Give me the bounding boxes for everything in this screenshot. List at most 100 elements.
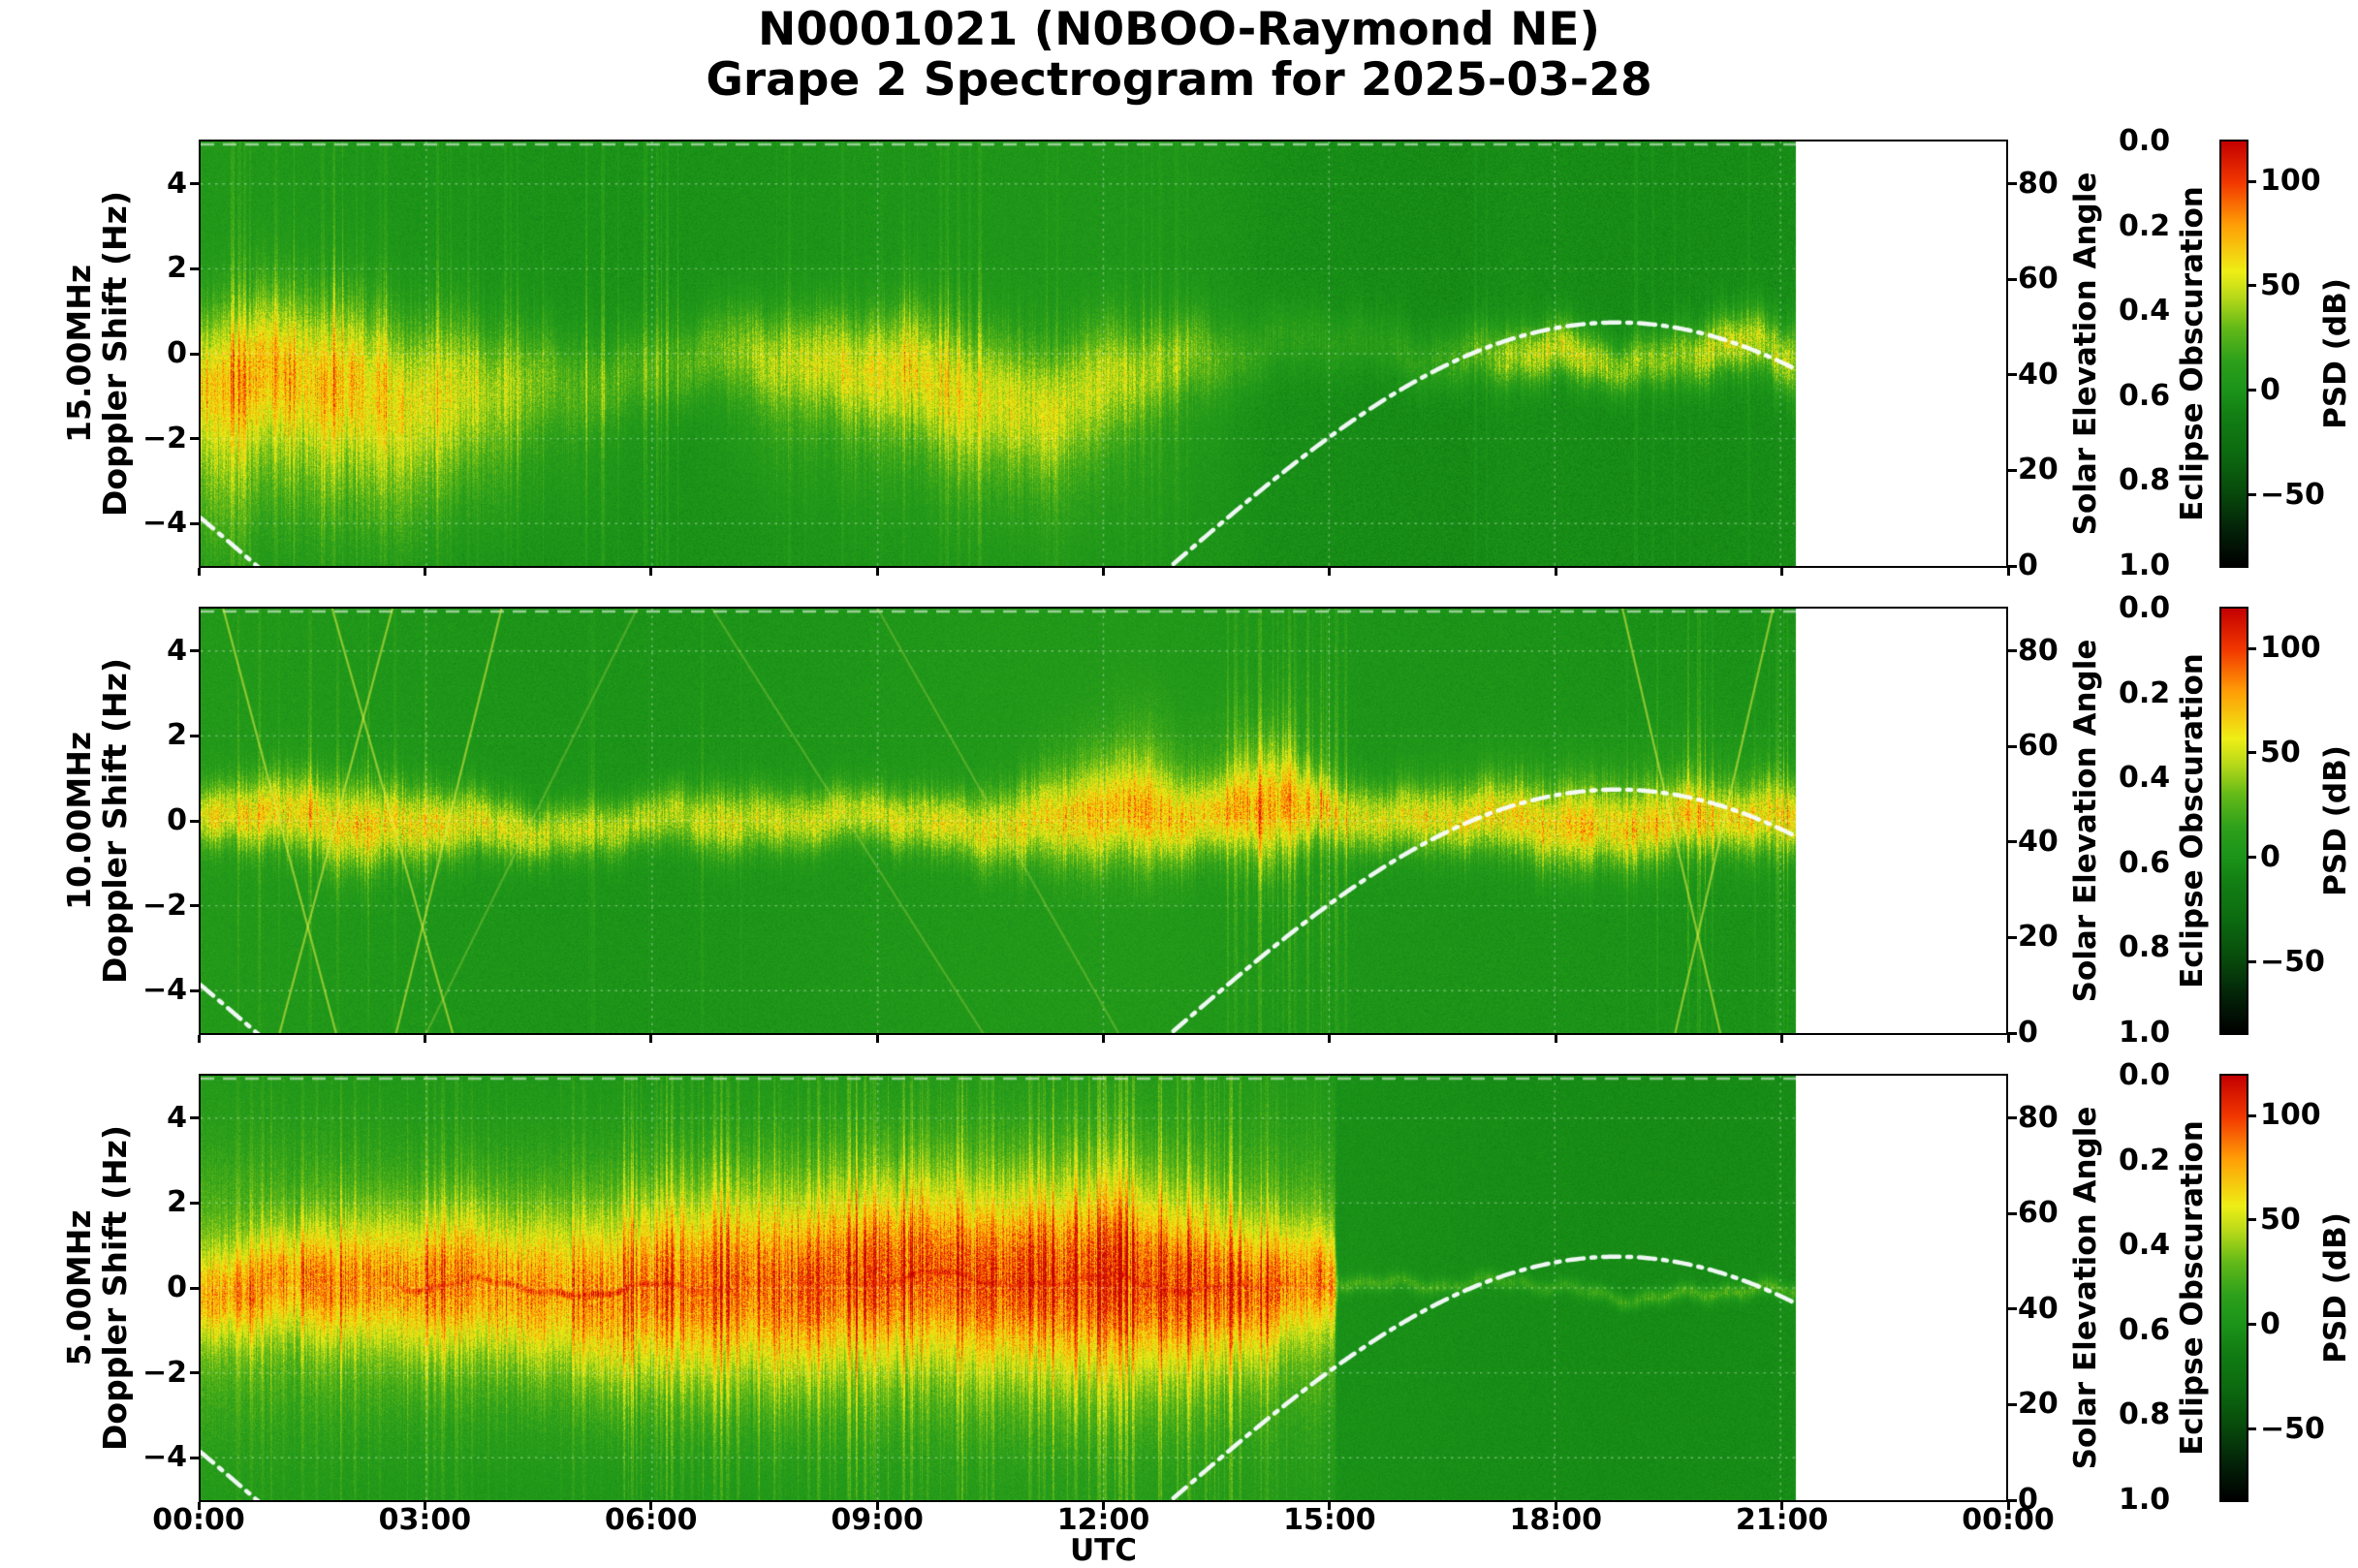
psd-colorbar — [2219, 607, 2248, 1035]
doppler-tick-mark — [190, 1456, 199, 1459]
psd-axis-label: PSD (dB) — [2318, 1212, 2353, 1364]
doppler-tick-label: 2 — [167, 1185, 187, 1220]
eclipse-obscuration-tick-label: 0.2 — [2119, 1143, 2171, 1177]
utc-tick-mark — [1328, 1502, 1332, 1510]
solar-elevation-tick-labels: 0 20 40 60 80 — [2018, 607, 2076, 1047]
solar-tick-mark — [2008, 564, 2017, 568]
solar-elevation-axis-label: Solar Elevation Angle — [2068, 1106, 2103, 1470]
psd-colorbar-gradient — [2221, 141, 2247, 566]
psd-colorbar-gradient — [2221, 1076, 2247, 1500]
psd-tick-mark — [2248, 1113, 2256, 1117]
psd-tick-mark — [2248, 646, 2256, 650]
psd-tick-mark — [2248, 1427, 2256, 1431]
utc-tick-mark — [423, 568, 426, 576]
solar-elevation-tick-label: 20 — [2018, 1387, 2059, 1422]
psd-tick-mark — [2248, 751, 2256, 755]
eclipse-obscuration-tick-label: 1.0 — [2119, 1483, 2171, 1517]
solar-elevation-tick-label: 60 — [2018, 1196, 2059, 1231]
psd-tick-mark — [2248, 960, 2256, 964]
solar-elevation-tick-label: 20 — [2018, 920, 2059, 955]
utc-tick-mark — [1554, 568, 1557, 576]
spectrogram-15mhz-canvas — [201, 141, 2006, 566]
solar-elevation-tick-label: 60 — [2018, 729, 2059, 764]
utc-tick-mark — [1102, 1035, 1105, 1043]
psd-tick-label: 50 — [2260, 267, 2301, 302]
doppler-tick-mark — [190, 182, 199, 186]
eclipse-obscuration-tick-label: 0.0 — [2119, 591, 2171, 625]
chart-title-line1: N0001021 (N0BOO-Raymond NE) — [758, 3, 1600, 56]
doppler-tick-mark — [190, 437, 199, 441]
utc-tick-mark — [423, 1035, 426, 1043]
psd-tick-label: 0 — [2260, 372, 2280, 407]
solar-elevation-tick-label: 40 — [2018, 357, 2059, 392]
utc-tick-label: 12:00 — [1056, 1503, 1150, 1537]
eclipse-obscuration-tick-label: 0.8 — [2119, 930, 2171, 965]
solar-elevation-tick-label: 0 — [2018, 1483, 2038, 1517]
utc-tick-label: 00:00 — [1962, 1503, 2055, 1537]
solar-tick-mark — [2008, 1031, 2017, 1035]
psd-tick-label: −50 — [2260, 1411, 2325, 1446]
doppler-tick-label: 0 — [167, 336, 187, 370]
utc-tick-mark — [1102, 1502, 1105, 1510]
solar-elevation-tick-label: 40 — [2018, 824, 2059, 859]
eclipse-obscuration-tick-labels: 0.0 0.2 0.4 0.6 0.8 1.0 — [2119, 594, 2177, 1048]
psd-tick-label: 100 — [2260, 631, 2321, 666]
doppler-tick-mark — [190, 649, 199, 653]
doppler-tick-mark — [190, 1201, 199, 1205]
solar-tick-mark — [2008, 182, 2017, 186]
psd-tick-mark — [2248, 179, 2256, 183]
utc-tick-label: 00:00 — [152, 1503, 245, 1537]
psd-colorbar-tick-labels: 100 50 0 −50 — [2260, 1074, 2338, 1502]
solar-tick-mark — [2008, 649, 2017, 653]
utc-tick-label: 18:00 — [1509, 1503, 1603, 1537]
solar-elevation-tick-labels: 0 20 40 60 80 — [2018, 1074, 2076, 1514]
solar-elevation-tick-labels: 0 20 40 60 80 — [2018, 140, 2076, 580]
utc-tick-mark — [1780, 1502, 1784, 1510]
solar-elevation-tick-label: 60 — [2018, 262, 2059, 297]
utc-tick-mark — [1328, 568, 1332, 576]
doppler-tick-mark — [190, 267, 199, 270]
doppler-tick-labels: 4 2 0 −2 −4 — [0, 140, 187, 568]
eclipse-obscuration-tick-label: 0.2 — [2119, 675, 2171, 710]
x-axis-label: UTC — [1069, 1533, 1138, 1568]
doppler-tick-mark — [190, 904, 199, 908]
doppler-tick-label: −4 — [141, 506, 187, 541]
doppler-tick-label: −4 — [141, 973, 187, 1008]
utc-tick-mark — [1780, 568, 1784, 576]
eclipse-obscuration-tick-label: 0.2 — [2119, 208, 2171, 243]
solar-tick-mark — [2008, 1116, 2017, 1120]
spectrogram-5mhz-canvas — [201, 1076, 2006, 1500]
solar-tick-mark — [2008, 744, 2017, 748]
utc-tick-label: 21:00 — [1735, 1503, 1829, 1537]
utc-tick-mark — [1780, 1035, 1784, 1043]
solar-tick-mark — [2008, 1211, 2017, 1215]
doppler-tick-label: 2 — [167, 718, 187, 753]
psd-tick-label: −50 — [2260, 477, 2325, 512]
eclipse-obscuration-axis-label: Eclipse Obscuration — [2175, 186, 2210, 521]
plot-area-5mhz — [199, 1074, 2008, 1502]
solar-elevation-tick-label: 80 — [2018, 633, 2059, 668]
psd-tick-label: 100 — [2260, 164, 2321, 199]
solar-tick-mark — [2008, 840, 2017, 844]
solar-tick-mark — [2008, 1498, 2017, 1502]
eclipse-obscuration-tick-labels: 0.0 0.2 0.4 0.6 0.8 1.0 — [2119, 127, 2177, 580]
solar-elevation-tick-label: 80 — [2018, 166, 2059, 201]
solar-tick-mark — [2008, 277, 2017, 281]
psd-tick-mark — [2248, 284, 2256, 288]
solar-elevation-tick-label: 80 — [2018, 1100, 2059, 1135]
utc-tick-label: 06:00 — [605, 1503, 698, 1537]
psd-colorbar-tick-labels: 100 50 0 −50 — [2260, 607, 2338, 1035]
psd-tick-mark — [2248, 1218, 2256, 1222]
doppler-tick-label: −2 — [141, 888, 187, 923]
eclipse-obscuration-tick-label: 0.6 — [2119, 845, 2171, 880]
solar-elevation-axis-label: Solar Elevation Angle — [2068, 172, 2103, 536]
eclipse-obscuration-tick-label: 0.4 — [2119, 761, 2171, 796]
psd-tick-label: 100 — [2260, 1098, 2321, 1133]
solar-tick-mark — [2008, 1402, 2017, 1406]
psd-tick-mark — [2248, 1323, 2256, 1327]
utc-tick-mark — [875, 568, 879, 576]
solar-tick-mark — [2008, 468, 2017, 472]
eclipse-obscuration-tick-label: 0.6 — [2119, 378, 2171, 413]
spectrogram-panel-15mhz: 15.00MHz Doppler Shift (Hz) 4 2 0 −2 −4 0 20 4… — [0, 127, 2358, 580]
plot-area-10mhz — [199, 607, 2008, 1035]
